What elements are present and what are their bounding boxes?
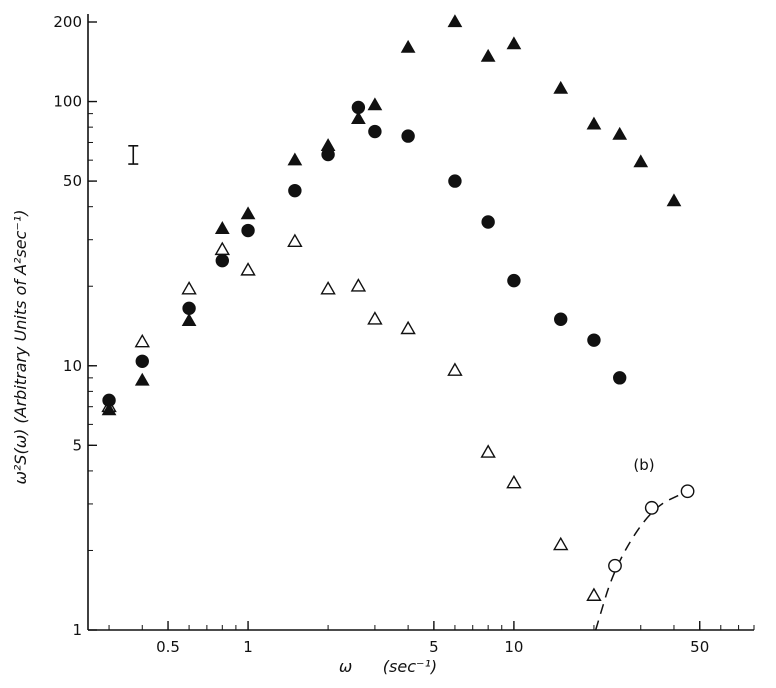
point-filled-triangle xyxy=(101,402,117,416)
axes xyxy=(87,14,754,631)
point-filled-triangle xyxy=(400,39,416,53)
point-filled-triangle xyxy=(240,206,256,220)
point-filled-triangle xyxy=(134,372,150,386)
point-filled-circle xyxy=(507,273,521,288)
point-open-circle xyxy=(644,500,659,515)
point-filled-circle xyxy=(587,333,601,347)
point-filled-triangle xyxy=(633,154,649,168)
tick-labels: 1 5 10 50 100 200 0.5 1 5 10 50 xyxy=(53,13,709,656)
point-open-triangle xyxy=(367,311,383,325)
y-tick-label: 200 xyxy=(53,13,82,31)
point-filled-triangle xyxy=(320,138,336,151)
point-open-triangle xyxy=(447,362,463,376)
point-filled-triangle xyxy=(287,152,303,166)
x-tick-label: 10 xyxy=(504,638,523,656)
error-bar xyxy=(128,144,139,165)
point-filled-triangle xyxy=(506,36,522,50)
point-filled-triangle xyxy=(447,14,463,28)
ticks xyxy=(88,21,755,631)
y-tick-label: 1 xyxy=(72,621,82,639)
point-open-triangle xyxy=(134,333,150,348)
point-open-triangle xyxy=(480,444,496,458)
point-filled-triangle xyxy=(214,221,230,234)
point-filled-circle xyxy=(448,174,462,188)
series-open-circle xyxy=(608,484,695,573)
point-open-triangle xyxy=(320,281,336,295)
point-filled-circle xyxy=(241,223,255,238)
point-filled-circle xyxy=(481,215,495,229)
point-filled-circle xyxy=(368,124,382,139)
point-filled-circle xyxy=(554,312,568,326)
point-filled-circle xyxy=(182,301,196,316)
point-open-triangle xyxy=(350,278,367,292)
point-open-triangle xyxy=(181,281,197,295)
x-tick-label: 5 xyxy=(429,638,439,656)
panel-label: (b) xyxy=(633,456,654,474)
point-open-triangle xyxy=(506,474,522,489)
x-tick-label: 1 xyxy=(243,638,253,656)
y-tick-label: 50 xyxy=(63,172,82,190)
point-filled-triangle xyxy=(553,80,569,94)
point-open-triangle xyxy=(586,587,602,601)
point-open-triangle xyxy=(287,233,303,248)
point-filled-circle xyxy=(288,183,302,198)
y-tick-label: 5 xyxy=(72,436,82,454)
point-open-triangle xyxy=(214,241,231,256)
point-filled-triangle xyxy=(586,116,602,130)
series-open-triangle xyxy=(101,233,602,601)
x-tick-label: 0.5 xyxy=(156,638,180,656)
series-filled-triangle xyxy=(101,14,682,416)
data-marks xyxy=(101,14,695,631)
point-filled-circle xyxy=(401,129,415,143)
point-open-circle xyxy=(680,484,695,499)
y-tick-label: 10 xyxy=(63,357,82,375)
point-filled-circle xyxy=(135,354,149,368)
point-filled-triangle xyxy=(666,193,682,207)
x-tick-label: 50 xyxy=(690,638,709,656)
y-tick-label: 100 xyxy=(53,93,82,111)
x-axis-title: ω (sec⁻¹) xyxy=(339,657,437,676)
dashed-fit-curve xyxy=(594,490,688,631)
point-filled-triangle xyxy=(367,97,383,111)
point-open-triangle xyxy=(553,536,569,551)
point-filled-triangle xyxy=(612,126,628,140)
series-filled-circle xyxy=(102,100,627,408)
point-open-circle xyxy=(608,558,622,573)
point-filled-triangle xyxy=(181,313,197,326)
point-filled-triangle xyxy=(351,111,366,125)
y-axis-title: ω²S(ω) (Arbitrary Units of A²sec⁻¹) xyxy=(11,209,30,484)
point-open-triangle xyxy=(240,262,256,276)
point-filled-triangle xyxy=(480,48,496,62)
point-filled-circle xyxy=(215,253,229,268)
point-open-triangle xyxy=(400,320,416,335)
point-filled-circle xyxy=(613,371,627,385)
